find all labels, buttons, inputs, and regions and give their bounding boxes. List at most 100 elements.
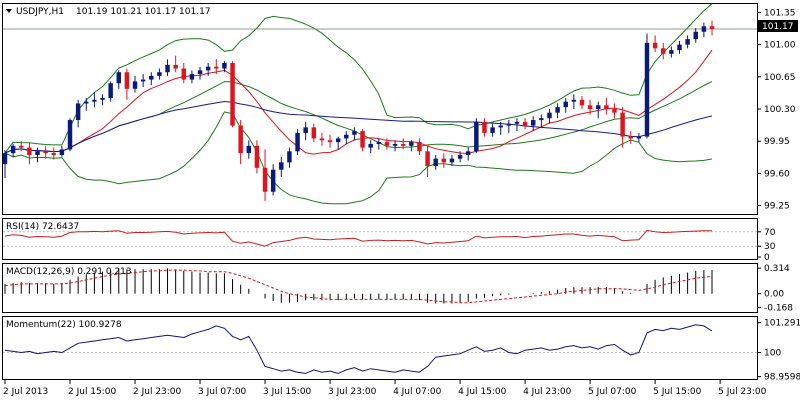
candle-body <box>173 64 178 69</box>
last-price-tag <box>758 20 798 32</box>
momentum-line <box>4 324 713 374</box>
candle-body <box>108 83 113 98</box>
candle-body <box>490 127 495 133</box>
macd-axis-tick-label: 0.00 <box>764 290 784 300</box>
candle-body <box>693 31 698 40</box>
time-axis-tick-label: 2 Jul 23:00 <box>133 387 182 397</box>
rsi-axis-tick-label: 30 <box>764 242 776 252</box>
momentum-indicator <box>3 324 757 374</box>
candle-body <box>498 125 503 128</box>
candle-body <box>620 112 625 137</box>
candle-body <box>205 66 211 71</box>
candle-body <box>59 149 65 155</box>
candle-body <box>43 151 48 154</box>
candle-body <box>571 99 577 102</box>
macd-label: MACD(12,26,9) 0.291 0.213 <box>6 267 132 277</box>
candle-body <box>116 72 122 84</box>
price-axis-tick-label: 99.25 <box>764 202 790 212</box>
price-axis-tick-label: 99.60 <box>764 169 790 179</box>
candle-body <box>84 101 89 104</box>
candle-body <box>132 81 138 89</box>
candle-body <box>189 74 195 80</box>
candle-body <box>75 103 81 121</box>
ma-red-line <box>4 49 713 155</box>
candle-body <box>530 120 536 126</box>
candle-body <box>149 75 154 80</box>
candle-body <box>644 42 650 137</box>
time-axis-tick-label: 3 Jul 15:00 <box>263 387 312 397</box>
candle-body <box>27 147 32 155</box>
candle-body <box>124 72 130 89</box>
candle-body <box>279 162 284 170</box>
candle-body <box>563 101 568 108</box>
candle-body <box>677 44 682 51</box>
candle-body <box>555 107 560 113</box>
candle-body <box>230 63 235 126</box>
momentum-panel-frame <box>2 316 758 380</box>
candle-body <box>384 142 390 146</box>
candle-body <box>67 120 73 150</box>
rsi-axis-tick-label: 70 <box>764 228 776 238</box>
candle-body <box>417 142 422 152</box>
rsi-line <box>4 229 713 247</box>
time-axis-tick-label: 3 Jul 07:00 <box>198 387 247 397</box>
rsi-label: RSI(14) 72.6437 <box>6 222 79 232</box>
candle-body <box>19 145 24 148</box>
candle-body <box>587 105 593 109</box>
candle-body <box>140 79 146 82</box>
candle-body <box>376 142 382 144</box>
macd-axis-tick-label: -0.168 <box>764 303 793 313</box>
candle-body <box>157 72 162 76</box>
time-axis-tick-label: 2 Jul 2013 <box>3 387 48 397</box>
macd-axis-tick-label: 0.314 <box>764 264 790 274</box>
candle-body <box>165 64 170 73</box>
price-axis-tick-label: 99.95 <box>764 137 790 147</box>
time-axis-tick-label: 4 Jul 07:00 <box>393 387 442 397</box>
time-axis-tick-label: 5 Jul 07:00 <box>588 387 637 397</box>
rsi-panel-frame <box>2 218 758 260</box>
candle-body <box>409 142 414 146</box>
bollinger-upper-line <box>4 3 713 154</box>
momentum-axis-tick-label: 98.9598 <box>764 373 800 383</box>
candle-body <box>669 50 674 54</box>
candle-body <box>360 131 365 148</box>
candle-body <box>612 109 617 113</box>
candle-body <box>701 26 707 32</box>
candle-body <box>709 26 715 29</box>
candle-body <box>197 70 203 75</box>
price-axis-tick-label: 100.65 <box>764 73 796 83</box>
candle-body <box>392 143 398 146</box>
candle-body <box>433 158 438 167</box>
candle-body <box>547 112 552 119</box>
candle-body <box>214 66 219 69</box>
moving-averages <box>3 28 757 155</box>
candle-body <box>685 39 690 45</box>
time-axis-tick-label: 5 Jul 23:00 <box>718 387 767 397</box>
candle-body <box>262 167 268 192</box>
candle-body <box>10 145 16 154</box>
candle-body <box>51 153 56 155</box>
rsi-axis-tick-label: 0 <box>764 253 770 263</box>
bollinger-lower-line <box>4 111 713 205</box>
candle-body <box>465 151 471 155</box>
candle-body <box>295 132 300 152</box>
dropdown-triangle-icon[interactable] <box>6 9 12 13</box>
candle-body <box>222 63 227 69</box>
candle-body <box>319 138 325 141</box>
chart-symbol: USDJPY,H1 <box>16 7 64 17</box>
candle-body <box>2 153 8 165</box>
candle-body <box>457 154 463 159</box>
candle-body <box>181 68 187 80</box>
momentum-axis-tick-label: 100 <box>764 349 781 359</box>
chart-ohlc: 101.19 101.21 101.17 101.17 <box>76 7 211 17</box>
candle-body <box>661 48 666 54</box>
last-price-value: 101.17 <box>762 22 794 32</box>
time-axis-tick-label: 5 Jul 15:00 <box>653 387 702 397</box>
time-axis-tick-label: 4 Jul 23:00 <box>523 387 572 397</box>
candle-body <box>604 105 609 109</box>
momentum-axis-tick-label: 101.2912 <box>764 319 800 329</box>
candle-body <box>246 145 252 154</box>
candle-body <box>579 99 585 106</box>
candle-body <box>254 145 260 168</box>
